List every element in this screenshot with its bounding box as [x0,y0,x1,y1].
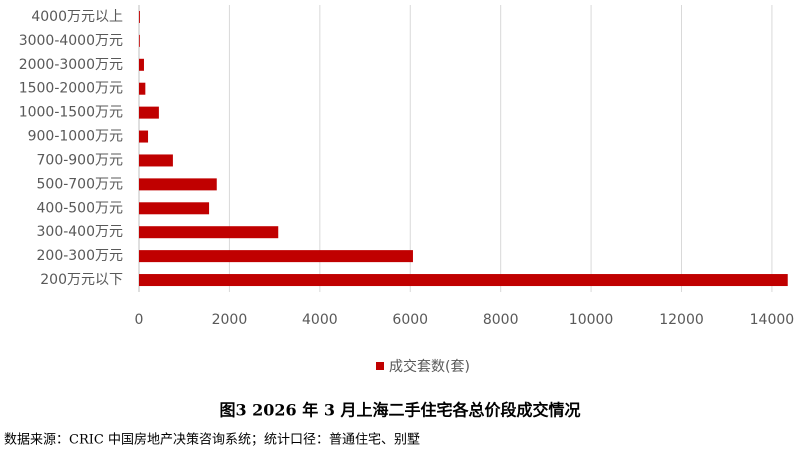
legend-label: 成交套数(套) [389,358,470,375]
x-tick-label: 8000 [483,312,519,328]
y-tick-label: 4000万元以上 [31,9,123,25]
bar [139,226,279,239]
bar [139,154,173,167]
bar [139,10,140,23]
y-tick-label: 2000-3000万元 [19,57,123,73]
x-tick-label: 10000 [569,312,614,328]
y-tick-label: 1000-1500万元 [19,105,123,121]
y-tick-label: 400-500万元 [37,200,124,216]
bar [139,130,149,143]
x-tick-label: 6000 [392,312,428,328]
y-tick-label: 200-300万元 [37,248,124,264]
bar [139,202,210,215]
x-tick-label: 14000 [750,312,795,328]
y-tick-label: 1500-2000万元 [19,81,123,97]
x-tick-label: 12000 [659,312,704,328]
bar [139,58,144,71]
y-tick-label: 3000-4000万元 [19,33,123,49]
y-tick-label: 500-700万元 [37,176,124,192]
y-tick-label: 300-400万元 [37,224,124,240]
source-note: 数据来源：CRIC 中国房地产决策咨询系统；统计口径：普通住宅、别墅 [4,432,420,448]
bar [139,178,217,191]
x-tick-label: 2000 [212,312,248,328]
bar [139,34,140,47]
bar [139,274,788,287]
x-tick-label: 4000 [302,312,338,328]
y-tick-label: 900-1000万元 [28,129,123,145]
chart-title: 图3 2026 年 3 月上海二手住宅各总价段成交情况 [219,401,580,420]
y-tick-label: 200万元以下 [40,272,123,288]
x-tick-label: 0 [135,312,144,328]
bar [139,82,146,95]
bar [139,106,159,119]
legend-swatch [376,362,384,370]
y-tick-label: 700-900万元 [37,152,124,168]
bar [139,250,413,263]
